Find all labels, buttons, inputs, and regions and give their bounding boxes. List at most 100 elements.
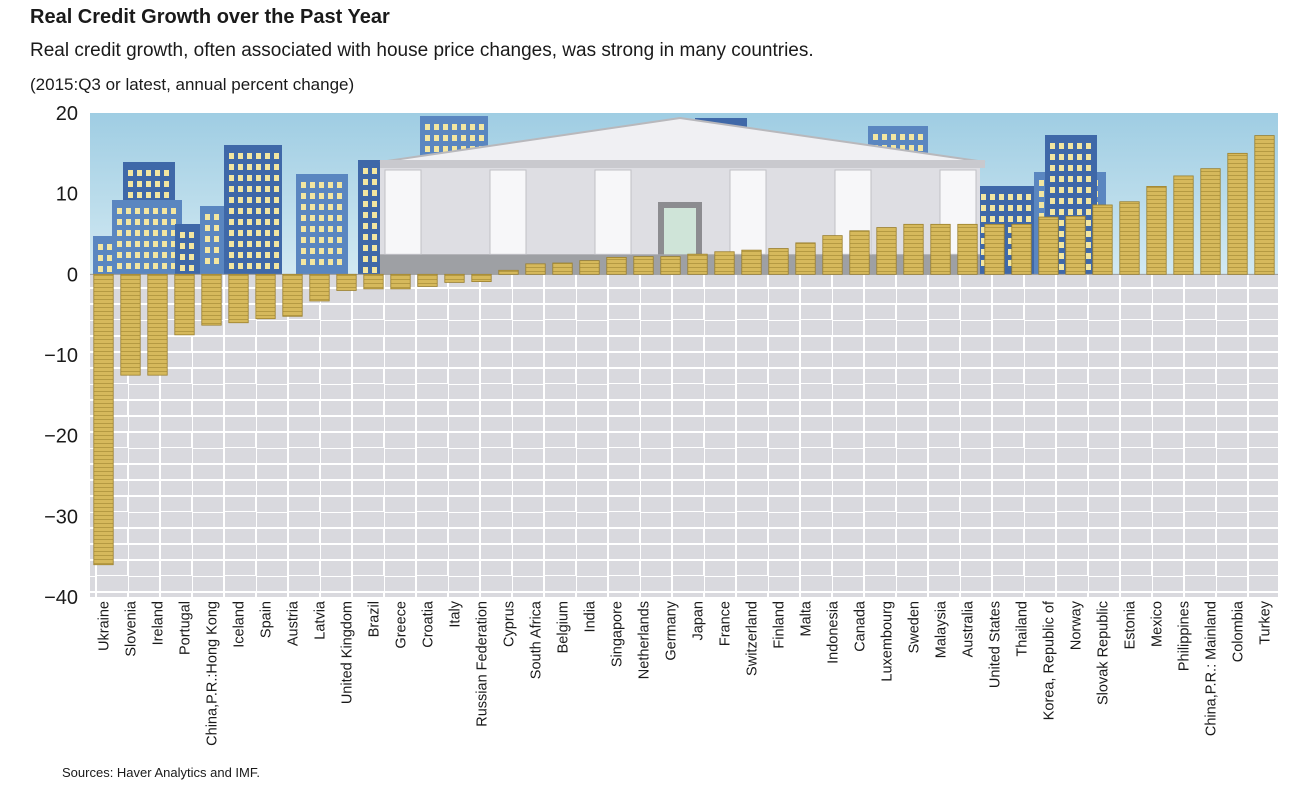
- chart-subtitle: Real credit growth, often associated wit…: [30, 40, 814, 61]
- bar-netherlands: [633, 256, 654, 275]
- x-tick-label: Mexico: [1150, 601, 1166, 647]
- x-tick-label: Turkey: [1258, 600, 1274, 645]
- x-tick-label: Cyprus: [502, 601, 518, 647]
- y-tick-label: −30: [44, 506, 78, 528]
- x-tick-label: Switzerland: [745, 601, 761, 676]
- y-tick-label: −10: [44, 345, 78, 367]
- x-tick-label: Canada: [853, 600, 869, 652]
- y-tick-label: 0: [67, 264, 78, 286]
- bar-australia: [957, 223, 978, 275]
- x-tick-label: Singapore: [610, 601, 626, 667]
- bar-united-kingdom: [336, 273, 357, 291]
- x-tick-label: Spain: [259, 601, 275, 638]
- x-tick-label: Norway: [1069, 600, 1085, 650]
- bar-latvia: [309, 273, 330, 302]
- x-tick-label: China,P.R.: Mainland: [1204, 601, 1220, 736]
- building: [112, 200, 182, 275]
- bar-france: [714, 251, 735, 275]
- x-tick-label: Malta: [799, 600, 815, 636]
- source-note: Sources: Haver Analytics and IMF.: [62, 765, 260, 780]
- bar-italy: [444, 273, 465, 283]
- bar-brazil: [363, 273, 384, 290]
- bar-luxembourg: [876, 227, 897, 275]
- bar-portugal: [174, 273, 195, 336]
- bar-china-p-r-mainland: [1200, 168, 1221, 275]
- x-tick-label: Philippines: [1177, 601, 1193, 671]
- bar-korea-republic-of: [1038, 216, 1059, 275]
- x-tick-label: South Africa: [529, 600, 545, 679]
- bar-belgium: [552, 262, 573, 275]
- x-tick-label: Malaysia: [934, 600, 950, 658]
- x-tick-label: Indonesia: [826, 600, 842, 664]
- bar-slovak-republic: [1092, 204, 1113, 275]
- building: [296, 174, 348, 275]
- x-tick-label: China,P.R.:Hong Kong: [205, 601, 221, 746]
- x-tick-label: Estonia: [1123, 600, 1139, 649]
- bar-colombia: [1227, 152, 1248, 275]
- bar-philippines: [1173, 175, 1194, 275]
- x-tick-label: Greece: [394, 601, 410, 649]
- y-tick-label: 10: [56, 184, 78, 206]
- bar-thailand: [1011, 223, 1032, 275]
- x-tick-label: Luxembourg: [880, 601, 896, 682]
- bar-spain: [255, 273, 276, 320]
- bar-russian-federation: [471, 273, 492, 282]
- x-tick-label: Portugal: [178, 601, 194, 655]
- x-tick-label: Sweden: [907, 601, 923, 653]
- x-tick-label: United Kingdom: [340, 601, 356, 704]
- bar-austria: [282, 273, 303, 317]
- bar-greece: [390, 273, 411, 290]
- x-tick-label: Iceland: [232, 601, 248, 648]
- x-tick-label: Brazil: [367, 601, 383, 637]
- bar-india: [579, 260, 600, 275]
- bar-united-states: [984, 223, 1005, 275]
- bar-singapore: [606, 256, 627, 275]
- bar-malta: [795, 242, 816, 275]
- x-tick-label: Ukraine: [97, 601, 113, 651]
- bar-turkey: [1254, 135, 1275, 275]
- y-tick-label: −20: [44, 426, 78, 448]
- x-tick-label: Slovak Republic: [1096, 601, 1112, 705]
- bar-norway: [1065, 215, 1086, 275]
- y-tick-label: −40: [44, 587, 78, 609]
- bar-estonia: [1119, 201, 1140, 275]
- x-tick-label: Thailand: [1015, 601, 1031, 657]
- bar-series: [93, 135, 1275, 566]
- bar-mexico: [1146, 186, 1167, 275]
- bar-finland: [768, 248, 789, 275]
- bar-south-africa: [525, 263, 546, 275]
- chart-title: Real Credit Growth over the Past Year: [30, 6, 390, 28]
- bar-japan: [687, 253, 708, 275]
- y-tick-label: 20: [56, 103, 78, 125]
- x-tick-label: France: [718, 601, 734, 646]
- x-tick-label: Latvia: [313, 600, 329, 640]
- x-tick-label: Finland: [772, 601, 788, 649]
- x-tick-label: Germany: [664, 600, 680, 660]
- x-tick-label: Japan: [691, 601, 707, 641]
- x-tick-label: Australia: [961, 600, 977, 657]
- bar-slovenia: [120, 273, 141, 376]
- bar-indonesia: [822, 235, 843, 275]
- bar-germany: [660, 256, 681, 275]
- bar-canada: [849, 230, 870, 275]
- pavement-background: [90, 274, 1278, 597]
- x-tick-label: Korea, Republic of: [1042, 600, 1058, 720]
- bar-switzerland: [741, 249, 762, 275]
- building: [224, 145, 282, 275]
- bar-sweden: [903, 223, 924, 275]
- building: [175, 224, 203, 275]
- x-tick-label: United States: [988, 601, 1004, 688]
- bar-croatia: [417, 273, 438, 287]
- x-tick-label: Croatia: [421, 600, 437, 648]
- x-tick-label: Colombia: [1231, 600, 1247, 662]
- bar-ukraine: [93, 273, 114, 566]
- bar-malaysia: [930, 223, 951, 275]
- chart-units-note: (2015:Q3 or latest, annual percent chang…: [30, 75, 355, 94]
- bar-china-p-r-hong-kong: [201, 273, 222, 326]
- x-tick-label: Belgium: [556, 601, 572, 653]
- x-tick-label: Slovenia: [124, 600, 140, 657]
- x-tick-label: India: [583, 600, 599, 632]
- x-tick-label: Austria: [286, 600, 302, 646]
- bar-cyprus: [498, 269, 519, 275]
